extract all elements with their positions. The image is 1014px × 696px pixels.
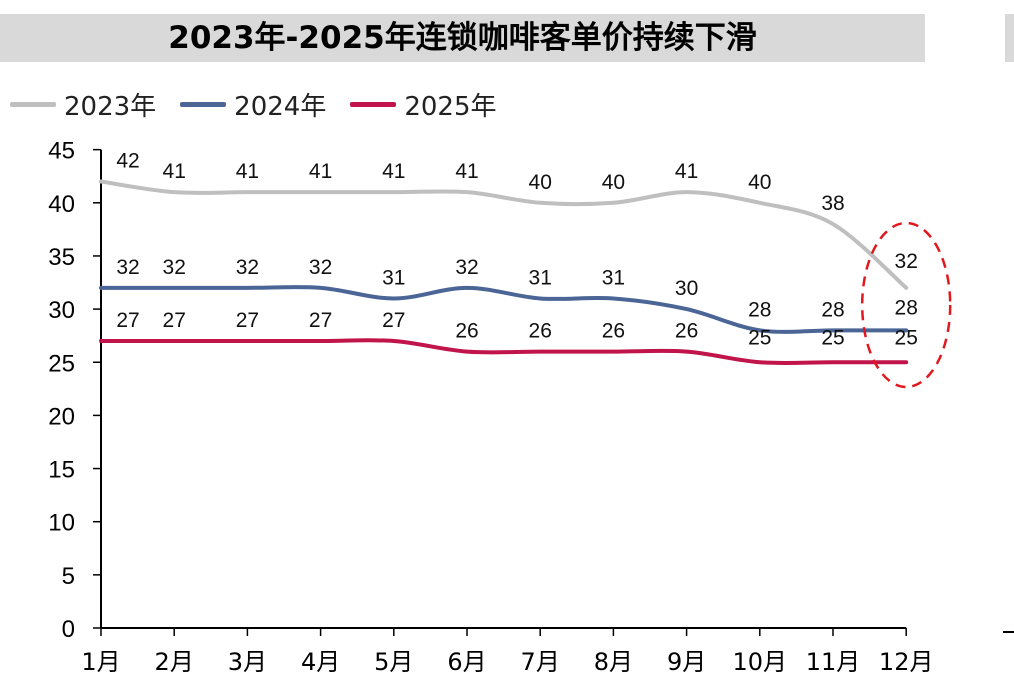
legend-swatch-2024 <box>180 101 227 107</box>
data-label-2023: 42 <box>116 150 139 173</box>
y-tick-label: 0 <box>62 616 75 643</box>
data-label-2025: 25 <box>748 326 771 349</box>
x-tick-label: 5月 <box>374 648 413 676</box>
legend-label-2024: 2024年 <box>234 91 327 122</box>
data-label-2025: 27 <box>163 309 186 332</box>
series-line-2025 <box>99 338 909 366</box>
y-tick-label: 35 <box>48 244 75 271</box>
data-label-2025: 26 <box>529 320 552 343</box>
data-label-2023: 41 <box>382 160 405 183</box>
legend-swatch-2023 <box>10 101 56 107</box>
y-tick-label: 20 <box>48 403 75 430</box>
x-tick-label: 7月 <box>521 648 560 676</box>
data-label-2025: 25 <box>821 326 844 349</box>
legend: 2023年 2024年 2025年 <box>10 84 521 124</box>
data-label-2023: 41 <box>163 160 186 183</box>
y-tick-label: 25 <box>48 350 75 377</box>
data-label-2023: 38 <box>821 192 844 215</box>
legend-item-2025: 2025年 <box>350 86 497 123</box>
data-label-2024: 31 <box>602 266 625 289</box>
title-bar: 2023年-2025年连锁咖啡客单价持续下滑 <box>0 14 925 62</box>
data-label-2025: 27 <box>309 309 332 332</box>
y-tick-label: 10 <box>48 510 75 537</box>
data-label-2025: 27 <box>116 309 139 332</box>
data-label-2024: 28 <box>748 298 771 321</box>
series-line-2024 <box>99 285 909 334</box>
data-label-2024: 28 <box>895 296 918 319</box>
x-tick-label: 9月 <box>667 648 706 676</box>
data-label-2023: 41 <box>675 160 698 183</box>
data-label-2024: 32 <box>116 256 139 279</box>
y-tick-label: 40 <box>48 191 75 218</box>
data-label-2023: 41 <box>309 160 332 183</box>
y-tick-label: 30 <box>48 297 75 324</box>
y-tick-label: 5 <box>62 563 75 590</box>
chart-title: 2023年-2025年连锁咖啡客单价持续下滑 <box>168 20 757 56</box>
x-tick-label: 8月 <box>594 648 633 676</box>
data-label-2025: 26 <box>602 320 625 343</box>
y-tick-label: 45 <box>48 138 75 165</box>
x-tick-label: 6月 <box>447 648 486 676</box>
legend-label-2025: 2025年 <box>404 91 497 122</box>
data-label-2025: 26 <box>455 320 478 343</box>
data-label-2024: 32 <box>163 256 186 279</box>
x-tick-label: 4月 <box>301 648 340 676</box>
data-label-2024: 32 <box>455 256 478 279</box>
x-tick-label: 10月 <box>733 648 788 676</box>
series-line-2023 <box>99 179 909 290</box>
data-label-2024: 31 <box>382 266 405 289</box>
data-label-2025: 27 <box>382 309 405 332</box>
x-tick-label: 11月 <box>806 648 861 676</box>
legend-item-2024: 2024年 <box>180 86 326 123</box>
y-tick-label: 15 <box>48 457 75 484</box>
data-label-2023: 40 <box>602 171 625 194</box>
legend-label-2023: 2023年 <box>64 91 157 122</box>
data-label-2023: 40 <box>748 171 771 194</box>
data-label-2024: 28 <box>821 298 844 321</box>
adjacent-panel-tick <box>1003 631 1014 633</box>
highlight-ellipse <box>860 221 952 389</box>
x-tick-label: 2月 <box>155 648 194 676</box>
data-label-2023: 40 <box>529 171 552 194</box>
legend-swatch-2025 <box>350 101 397 107</box>
data-label-2025: 27 <box>236 309 259 332</box>
data-label-2025: 25 <box>895 326 918 349</box>
x-tick-label: 1月 <box>81 648 120 676</box>
data-label-2023: 41 <box>455 160 478 183</box>
legend-item-2023: 2023年 <box>10 86 156 123</box>
data-label-2024: 32 <box>236 256 259 279</box>
data-label-2024: 30 <box>675 277 698 300</box>
data-label-2023: 32 <box>895 250 918 273</box>
data-label-2024: 32 <box>309 256 332 279</box>
data-label-2023: 41 <box>236 160 259 183</box>
data-label-2025: 26 <box>675 320 698 343</box>
x-tick-label: 12月 <box>879 648 934 676</box>
data-label-2024: 31 <box>529 266 552 289</box>
x-tick-label: 3月 <box>228 648 267 676</box>
adjacent-panel-edge <box>1005 14 1014 62</box>
